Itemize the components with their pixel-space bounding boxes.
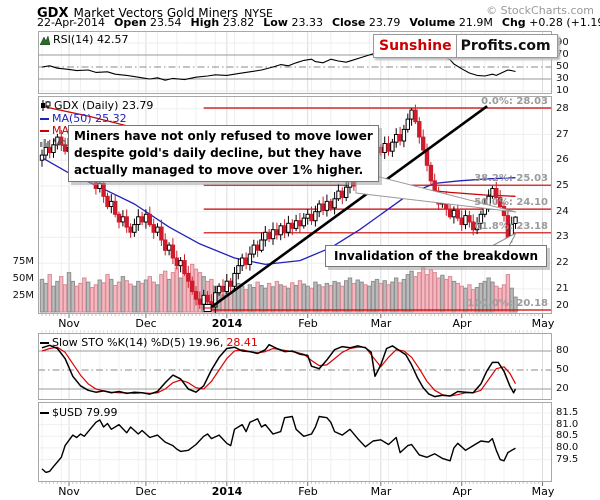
usd-axis-label: 79.5 bbox=[556, 454, 579, 465]
rsi-legend: RSI(14) 42.57 bbox=[39, 33, 129, 46]
rsi-axis-label: 70 bbox=[556, 49, 569, 60]
price-legend-label: GDX (Daily) 23.79 bbox=[54, 99, 154, 112]
quote-low: Low 23.33 bbox=[263, 16, 323, 29]
area-chart-icon bbox=[39, 34, 51, 45]
ma50-legend-label: MA(50) 25.32 bbox=[52, 112, 127, 125]
usd-axis-label: 81.0 bbox=[556, 419, 579, 430]
volume-axis-label: 50M bbox=[12, 273, 34, 284]
instrument-name: Market Vectors Gold Miners bbox=[73, 6, 239, 20]
fib-level-label: 100.0%: 20.18 bbox=[467, 298, 548, 309]
month-label: Dec bbox=[135, 485, 157, 498]
month-label: Apr bbox=[452, 317, 472, 330]
price-legend: GDX (Daily) 23.79 bbox=[40, 99, 153, 112]
annotation-line-2: despite gold's daily decline, but they h… bbox=[74, 146, 362, 160]
quote-close: Close 23.79 bbox=[331, 16, 401, 29]
month-label: Mar bbox=[370, 317, 392, 330]
quote-volume: Volume 21.9M bbox=[409, 16, 493, 29]
chart-header: GDX Market Vectors Gold Miners NYSE bbox=[37, 2, 273, 21]
annotation-miners-note: Miners have not only refused to move low… bbox=[68, 125, 379, 182]
month-label: Nov bbox=[58, 317, 80, 330]
rsi-legend-label: RSI(14) 42.57 bbox=[53, 33, 129, 46]
rsi-axis-label: 30 bbox=[556, 73, 569, 84]
ma200-line-icon bbox=[40, 129, 49, 132]
exchange-name: NYSE bbox=[244, 7, 274, 20]
sto-axis-label: 50 bbox=[556, 364, 569, 375]
month-label: Feb bbox=[298, 485, 318, 498]
ma50-line-icon bbox=[40, 117, 49, 120]
usd-axis-label: 80.0 bbox=[556, 442, 579, 453]
usd-legend: $USD 79.99 bbox=[40, 406, 118, 419]
quote-change: Chg +0.28 (+1.19%) ▲ bbox=[501, 16, 600, 29]
sto-line-icon bbox=[40, 341, 49, 344]
sto-legend: Slow STO %K(14) %D(5) 19.96, 28.41 bbox=[40, 336, 258, 349]
volume-bars-icon bbox=[40, 138, 50, 147]
candlestick-icon bbox=[40, 100, 51, 111]
usd-axis-label: 81.5 bbox=[556, 407, 579, 418]
price-axis-label: 25 bbox=[556, 180, 569, 191]
price-axis-label: 24 bbox=[556, 206, 569, 217]
fib-level-label: 61.8%: 23.18 bbox=[474, 221, 548, 232]
usd-line-icon bbox=[40, 411, 49, 414]
sto-axis-label: 20 bbox=[556, 383, 569, 394]
copyright-note: © StockCharts.com bbox=[486, 4, 594, 17]
quote-open: Open 23.54 bbox=[114, 16, 182, 29]
month-label: 2014 bbox=[211, 485, 243, 498]
month-label: 2014 bbox=[211, 317, 243, 330]
logo-sunshine: Sunshine bbox=[379, 38, 452, 54]
annotation-line-1: Miners have not only refused to move low… bbox=[74, 129, 373, 143]
rsi-axis-label: 10 bbox=[556, 85, 569, 96]
quote-date: 22-Apr-2014 bbox=[37, 16, 106, 29]
logo-divider bbox=[455, 35, 457, 57]
volume-axis-label: 25M bbox=[12, 290, 34, 301]
sto-legend-label: Slow STO %K(14) %D(5) bbox=[52, 336, 186, 349]
quote-line: 22-Apr-2014 Open 23.54 High 23.82 Low 23… bbox=[37, 16, 600, 29]
logo-profits: Profits.com bbox=[460, 38, 551, 54]
fib-level-label: 38.2%: 25.03 bbox=[474, 173, 548, 184]
fib-level-label: 0.0%: 28.03 bbox=[481, 96, 548, 107]
price-axis-label: 26 bbox=[556, 154, 569, 165]
quote-high: High 23.82 bbox=[190, 16, 255, 29]
fib-level-label: 50.0%: 24.10 bbox=[474, 197, 548, 208]
month-label: May bbox=[531, 485, 555, 498]
month-label: Dec bbox=[135, 317, 157, 330]
month-label: Nov bbox=[58, 485, 80, 498]
price-axis-label: 22 bbox=[556, 257, 569, 268]
rsi-axis-label: 50 bbox=[556, 61, 569, 72]
volume-axis-label: 75M bbox=[12, 256, 34, 267]
month-label: Apr bbox=[452, 485, 472, 498]
price-axis-label: 21 bbox=[556, 283, 569, 294]
annotation-line-3: actually managed to move over 1% higher. bbox=[74, 163, 364, 177]
month-label: Mar bbox=[370, 485, 392, 498]
price-axis-label: 20 bbox=[556, 300, 569, 311]
sto-k-value: 19.96, bbox=[188, 336, 224, 349]
ma50-legend: MA(50) 25.32 bbox=[40, 112, 127, 125]
sto-axis-label: 80 bbox=[556, 345, 569, 356]
price-axis-label: 23 bbox=[556, 231, 569, 242]
month-label: Feb bbox=[298, 317, 318, 330]
sunshineprofits-logo[interactable]: Sunshine Profits.com bbox=[373, 34, 558, 58]
usd-legend-label: $USD 79.99 bbox=[52, 406, 118, 419]
price-axis-label: 28 bbox=[556, 103, 569, 114]
rsi-axis-label: 90 bbox=[556, 37, 569, 48]
ticker-symbol: GDX bbox=[37, 6, 69, 21]
annotation-invalidation-note: Invalidation of the breakdown bbox=[325, 245, 548, 267]
usd-axis-label: 80.5 bbox=[556, 430, 579, 441]
price-axis-label: 27 bbox=[556, 129, 569, 140]
month-label: May bbox=[531, 317, 555, 330]
sto-d-value: 28.41 bbox=[226, 336, 258, 349]
